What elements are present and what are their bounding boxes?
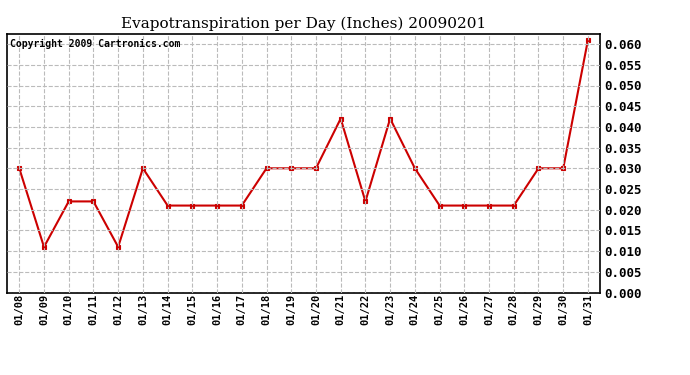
- Text: Copyright 2009 Cartronics.com: Copyright 2009 Cartronics.com: [10, 39, 180, 49]
- Title: Evapotranspiration per Day (Inches) 20090201: Evapotranspiration per Day (Inches) 2009…: [121, 17, 486, 31]
